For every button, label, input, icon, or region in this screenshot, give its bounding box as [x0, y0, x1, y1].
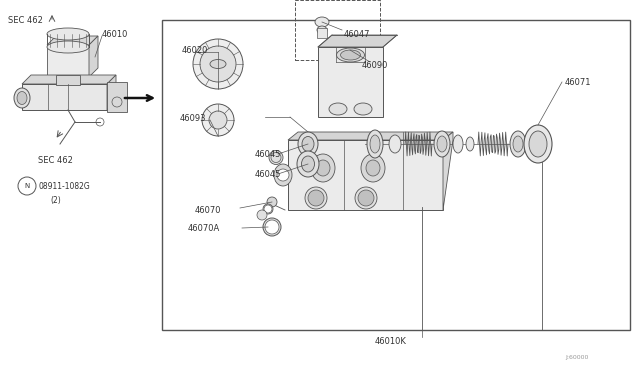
- Text: 46071: 46071: [565, 77, 591, 87]
- Ellipse shape: [366, 160, 380, 176]
- Ellipse shape: [47, 41, 89, 53]
- Ellipse shape: [367, 130, 383, 158]
- Polygon shape: [47, 36, 98, 45]
- Ellipse shape: [510, 131, 526, 157]
- Ellipse shape: [47, 28, 89, 40]
- Ellipse shape: [513, 136, 523, 152]
- FancyBboxPatch shape: [47, 45, 89, 77]
- Bar: [317, 28, 327, 38]
- Text: 46093: 46093: [180, 113, 207, 122]
- Bar: [56, 75, 80, 85]
- Ellipse shape: [524, 125, 552, 163]
- Bar: [295, 0, 380, 60]
- Circle shape: [257, 210, 267, 220]
- Text: 46010K: 46010K: [375, 337, 407, 346]
- Circle shape: [265, 220, 279, 234]
- Text: SEC 462: SEC 462: [8, 16, 43, 25]
- Ellipse shape: [437, 136, 447, 152]
- Text: N: N: [24, 183, 29, 189]
- Bar: [318, 47, 383, 117]
- Circle shape: [277, 169, 289, 181]
- Bar: [288, 140, 443, 210]
- Text: 46070A: 46070A: [188, 224, 220, 232]
- Bar: [107, 82, 127, 112]
- Circle shape: [264, 205, 272, 213]
- Text: J:60000: J:60000: [565, 356, 588, 360]
- Ellipse shape: [317, 26, 327, 34]
- Ellipse shape: [453, 135, 463, 153]
- Circle shape: [358, 190, 374, 206]
- Ellipse shape: [315, 17, 329, 27]
- Ellipse shape: [466, 137, 474, 151]
- Polygon shape: [288, 132, 453, 140]
- Polygon shape: [89, 36, 98, 77]
- Text: 46020: 46020: [182, 45, 209, 55]
- Ellipse shape: [301, 156, 314, 172]
- Ellipse shape: [263, 204, 273, 214]
- Ellipse shape: [305, 187, 327, 209]
- Polygon shape: [107, 75, 116, 110]
- Ellipse shape: [297, 151, 319, 177]
- Polygon shape: [443, 132, 453, 210]
- Ellipse shape: [274, 164, 292, 186]
- Ellipse shape: [311, 154, 335, 182]
- Ellipse shape: [370, 135, 380, 153]
- Circle shape: [267, 197, 277, 207]
- Text: 46047: 46047: [344, 29, 371, 38]
- FancyBboxPatch shape: [22, 84, 107, 110]
- Polygon shape: [318, 35, 397, 47]
- Text: (2): (2): [50, 196, 61, 205]
- Bar: [162, 20, 630, 330]
- Ellipse shape: [269, 151, 283, 164]
- Ellipse shape: [354, 103, 372, 115]
- Text: SEC 462: SEC 462: [38, 155, 73, 164]
- Text: 08911-1082G: 08911-1082G: [38, 182, 90, 190]
- Polygon shape: [22, 75, 116, 84]
- Text: 46070: 46070: [195, 205, 221, 215]
- Ellipse shape: [355, 187, 377, 209]
- Ellipse shape: [298, 132, 318, 156]
- Ellipse shape: [14, 88, 30, 108]
- Ellipse shape: [434, 131, 450, 157]
- Circle shape: [200, 46, 236, 82]
- Circle shape: [308, 190, 324, 206]
- Ellipse shape: [361, 154, 385, 182]
- Circle shape: [209, 111, 227, 129]
- Ellipse shape: [17, 92, 27, 105]
- Ellipse shape: [329, 103, 347, 115]
- Ellipse shape: [337, 48, 365, 62]
- Ellipse shape: [210, 60, 226, 68]
- Text: 46010: 46010: [102, 29, 129, 38]
- Ellipse shape: [263, 218, 281, 236]
- Ellipse shape: [529, 131, 547, 157]
- Circle shape: [193, 39, 243, 89]
- Ellipse shape: [340, 50, 360, 60]
- Text: 46090: 46090: [362, 61, 388, 70]
- Circle shape: [202, 104, 234, 136]
- Ellipse shape: [389, 135, 401, 153]
- Text: 46045: 46045: [255, 170, 282, 179]
- Ellipse shape: [316, 160, 330, 176]
- Ellipse shape: [302, 137, 314, 151]
- Text: 46045: 46045: [255, 150, 282, 158]
